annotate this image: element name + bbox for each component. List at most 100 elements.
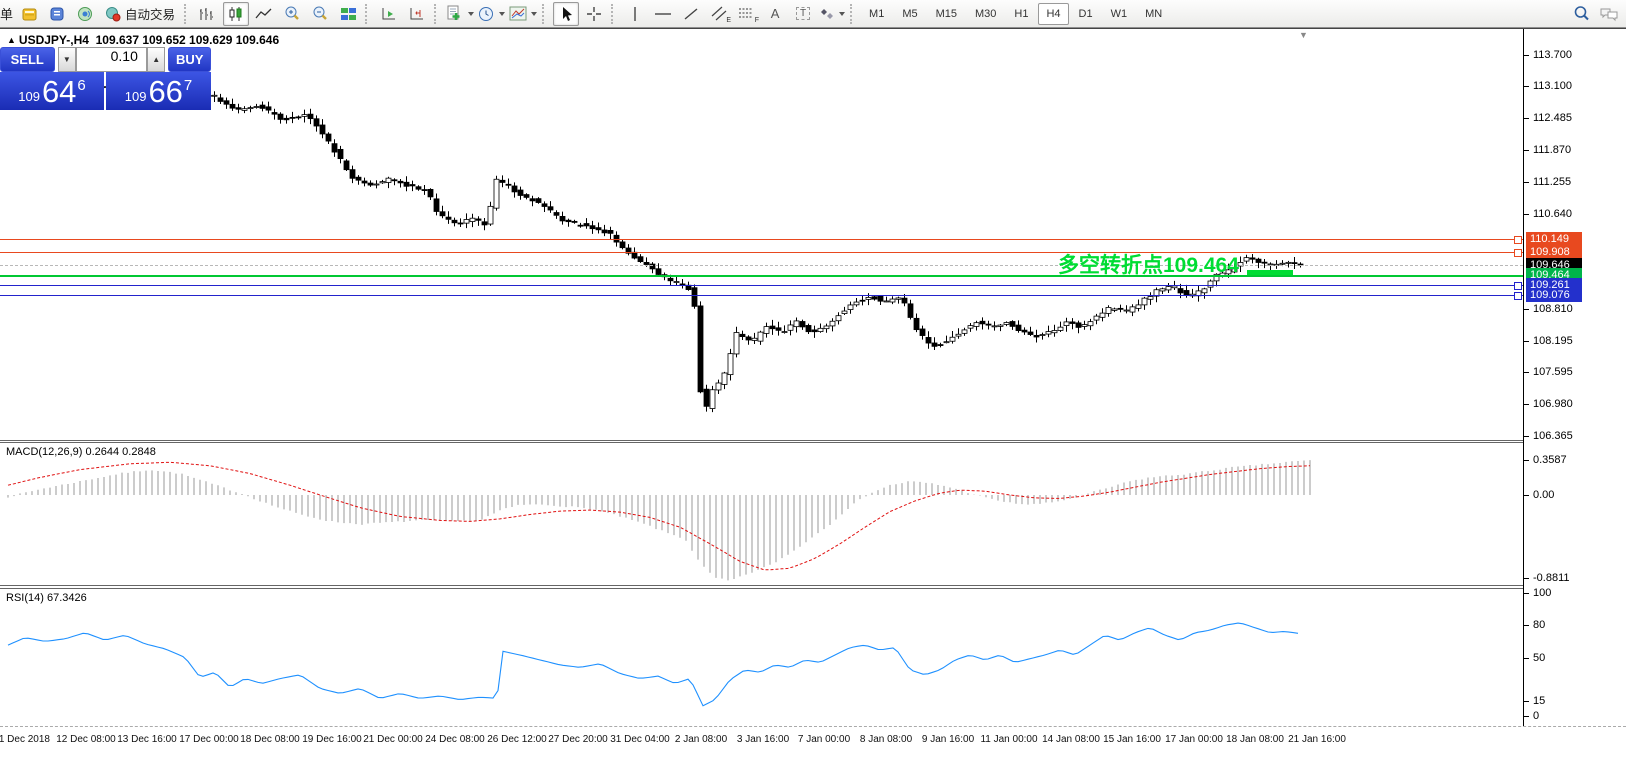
templates-button[interactable]: [508, 2, 538, 26]
time-label: 24 Dec 08:00: [425, 734, 485, 745]
price-level-line-109.076[interactable]: [0, 295, 1523, 296]
rsi-panel[interactable]: RSI(14) 67.3426: [0, 589, 1523, 726]
timeframe-h4[interactable]: H4: [1038, 2, 1069, 25]
price-level-line-109.261[interactable]: [0, 285, 1523, 286]
zoom-out-button[interactable]: [307, 2, 333, 26]
timeframe-h1[interactable]: H1: [1014, 7, 1029, 20]
horizontal-line-icon: [654, 9, 672, 19]
autotrading-label: 自动交易: [125, 8, 176, 22]
autotrading-icon: [105, 6, 121, 22]
volume-increase-button[interactable]: ▲: [146, 47, 166, 72]
price-level-badge-110.149: 110.149: [1526, 232, 1582, 246]
indicators-button[interactable]: [445, 2, 475, 26]
time-label: 18 Jan 08:00: [1226, 734, 1284, 745]
buy-price-base: 109: [124, 89, 147, 104]
timeframe-m15[interactable]: M15: [935, 7, 957, 20]
trendline-tool-button[interactable]: [678, 2, 704, 26]
toolbar-grip[interactable]: [611, 3, 618, 24]
sound-alert-button[interactable]: [72, 2, 98, 26]
search-button[interactable]: [1568, 2, 1594, 26]
line-chart-icon: [255, 6, 273, 22]
axis-tick: [1524, 150, 1529, 151]
timeframe-mn[interactable]: MN: [1145, 7, 1163, 20]
time-label: 14 Jan 08:00: [1042, 734, 1100, 745]
chart-shift-button[interactable]: [404, 2, 430, 26]
vertical-line-tool-button[interactable]: [622, 2, 648, 26]
candlestick-chart-button[interactable]: [223, 1, 250, 26]
fibonacci-icon: F: [738, 6, 759, 24]
price-chart[interactable]: [0, 29, 1523, 440]
price-level-line-109.646[interactable]: [0, 265, 1523, 266]
chart-window-border: [0, 28, 1626, 29]
panel-divider[interactable]: [0, 585, 1626, 589]
timeframe-m1[interactable]: M1: [869, 7, 885, 20]
price-tick-label: 113.100: [1533, 80, 1572, 92]
volume-decrease-button[interactable]: ▼: [57, 47, 77, 72]
templates-dropdown-caret: [531, 11, 538, 16]
time-label: 8 Jan 08:00: [859, 734, 913, 745]
cursor-tool-button[interactable]: [553, 1, 580, 26]
timeframe-w1[interactable]: W1: [1110, 7, 1128, 20]
chart-shift-icon: [408, 6, 426, 22]
price-axis[interactable]: 113.700 113.100 112.485 111.870 111.255 110.6…: [1523, 29, 1626, 750]
timeframe-group: M1 M5 M15 M30 H1 H4 D1 W1 MN: [860, 2, 1171, 25]
toolbar-grip[interactable]: [542, 3, 549, 24]
price-level-badge-109.908: 109.908: [1526, 245, 1582, 259]
price-level-line-109.464[interactable]: [0, 275, 1523, 277]
sell-price-pip: 6: [77, 77, 86, 94]
timeframe-d1[interactable]: D1: [1078, 7, 1093, 20]
time-label: 3 Jan 16:00: [736, 734, 790, 745]
axis-tick: [1524, 701, 1529, 702]
crosshair-tool-button[interactable]: [581, 2, 607, 26]
auto-scroll-button[interactable]: [376, 2, 402, 26]
buy-button[interactable]: BUY: [168, 47, 211, 72]
toolbar-grip[interactable]: [365, 3, 372, 24]
bull-bear-turning-point-annotation[interactable]: 多空转折点109.464: [1058, 254, 1239, 277]
direction-up-icon: ▲: [7, 35, 16, 45]
new-order-button[interactable]: [16, 2, 42, 26]
price-level-line-109.908[interactable]: [0, 252, 1523, 253]
line-chart-button[interactable]: [251, 2, 277, 26]
bar-chart-button[interactable]: [195, 2, 221, 26]
fibonacci-tool-button[interactable]: F: [734, 2, 760, 26]
panel-divider[interactable]: [0, 440, 1626, 443]
chat-bubbles-icon: [1599, 6, 1619, 22]
timeframe-m30[interactable]: M30: [975, 7, 997, 20]
sell-button[interactable]: SELL: [0, 47, 55, 72]
time-label: 17 Dec 00:00: [179, 734, 239, 745]
macd-tick-label: 0.3587: [1533, 454, 1567, 466]
trendline-icon: [683, 7, 699, 21]
toolbar-grip[interactable]: [434, 3, 441, 24]
buy-price-display[interactable]: 109 66 7: [106, 72, 211, 110]
tile-windows-button[interactable]: [335, 2, 361, 26]
horizontal-line-tool-button[interactable]: [650, 2, 676, 26]
time-label: 19 Dec 16:00: [302, 734, 362, 745]
toolbar-grip[interactable]: [850, 3, 857, 24]
text-tool-button[interactable]: A: [762, 2, 788, 26]
toolbar-grip[interactable]: [184, 3, 191, 24]
metaeditor-icon: [49, 6, 66, 22]
line-anchor-marker[interactable]: [1514, 236, 1522, 244]
zoom-in-button[interactable]: [279, 2, 305, 26]
text-label-tool-button[interactable]: T: [790, 2, 816, 26]
chat-button[interactable]: [1596, 2, 1622, 26]
line-anchor-marker[interactable]: [1514, 292, 1522, 300]
line-anchor-marker[interactable]: [1514, 249, 1522, 257]
timeframe-m5[interactable]: M5: [902, 7, 918, 20]
chart-shift-marker-icon[interactable]: ▼: [1299, 30, 1308, 40]
autotrading-button[interactable]: 自动交易: [100, 2, 180, 26]
metaeditor-button[interactable]: [44, 2, 70, 26]
rsi-tick-label: 0: [1533, 710, 1540, 722]
price-level-line-110.149[interactable]: [0, 239, 1523, 240]
volume-input[interactable]: 0.10: [76, 47, 147, 72]
rsi-tick-label: 80: [1533, 619, 1546, 631]
sell-price-display[interactable]: 109 64 6: [0, 72, 104, 110]
arrows-tool-button[interactable]: [818, 2, 846, 26]
macd-panel[interactable]: MACD(12,26,9) 0.2644 0.2848: [0, 443, 1523, 585]
main-toolbar: 单 自动交易: [0, 0, 1626, 28]
equidistant-channel-tool-button[interactable]: E: [706, 2, 732, 26]
line-anchor-marker[interactable]: [1514, 282, 1522, 290]
periods-button[interactable]: [477, 2, 506, 26]
sell-price-main: 64: [41, 74, 77, 109]
